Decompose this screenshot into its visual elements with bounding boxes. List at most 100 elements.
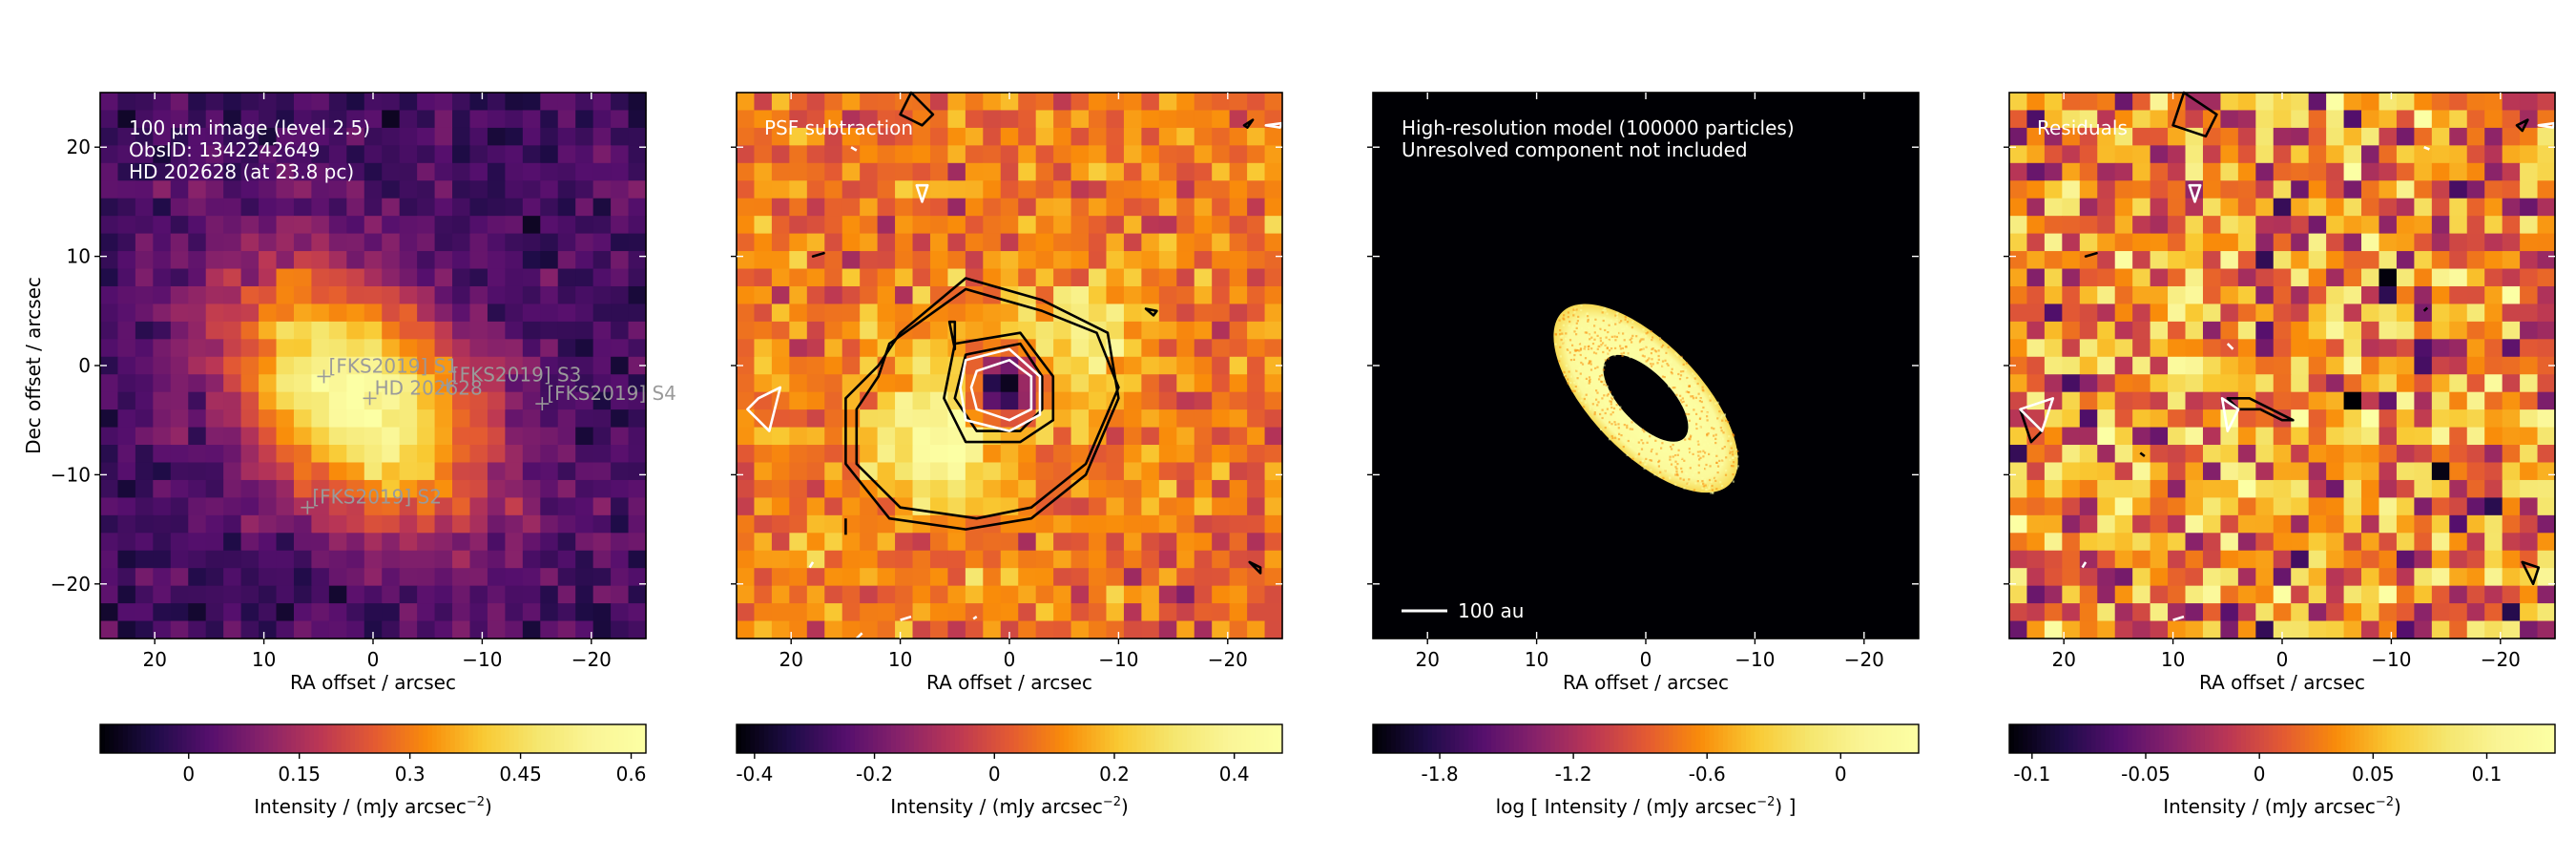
colorbar-segment <box>386 724 392 753</box>
heatmap-cell <box>117 127 136 146</box>
heatmap-cell <box>170 391 189 410</box>
heatmap-cell <box>789 321 808 340</box>
model-particle <box>1648 355 1652 358</box>
model-particle <box>1601 362 1604 365</box>
colorbar-segment <box>2077 724 2083 753</box>
model-particle <box>1722 458 1725 461</box>
colorbar-segment <box>354 724 361 753</box>
heatmap-cell <box>487 93 506 112</box>
heatmap-cell <box>1141 285 1160 305</box>
heatmap-cell <box>382 110 401 129</box>
heatmap-cell <box>789 127 808 146</box>
heatmap-cell <box>1018 180 1037 199</box>
model-particle <box>1650 446 1652 449</box>
colorbar-segment <box>2523 724 2528 753</box>
heatmap-cell <box>2044 268 2063 287</box>
heatmap-cell <box>1018 339 1037 358</box>
colorbar-segment <box>745 724 751 753</box>
heatmap-cell <box>311 479 330 498</box>
model-particle <box>1625 353 1628 356</box>
model-particle <box>1584 401 1587 404</box>
heatmap-cell <box>399 304 418 323</box>
heatmap-cell <box>223 285 242 305</box>
heatmap-cell <box>382 233 401 252</box>
heatmap-cell <box>2097 339 2116 358</box>
heatmap-cell <box>311 550 330 569</box>
heatmap-cell <box>2132 216 2151 235</box>
heatmap-cell <box>2343 374 2362 393</box>
heatmap-cell <box>276 550 295 569</box>
heatmap-cell <box>2114 568 2133 587</box>
model-particle <box>1666 363 1669 366</box>
heatmap-cell <box>2308 93 2327 112</box>
model-particle <box>1575 326 1578 329</box>
heatmap-cell <box>240 162 260 181</box>
colorbar-segment <box>1459 724 1465 753</box>
model-particle <box>1671 448 1673 450</box>
heatmap-cell <box>1141 110 1160 129</box>
heatmap-cell <box>2062 479 2081 498</box>
heatmap-cell <box>912 127 931 146</box>
colorbar-segment <box>1082 724 1088 753</box>
heatmap-cell <box>2379 550 2398 569</box>
heatmap-cell <box>1018 479 1037 498</box>
heatmap-cell <box>2150 145 2169 164</box>
colorbar-segment <box>413 724 420 753</box>
heatmap-cell <box>1264 479 1283 498</box>
colorbar-segment <box>2373 724 2379 753</box>
colorbar-segment <box>1450 724 1456 753</box>
model-particle <box>1702 450 1705 452</box>
colorbar-segment <box>1468 724 1474 753</box>
colorbar-segment <box>641 724 647 753</box>
heatmap-cell <box>2308 445 2327 464</box>
heatmap-cell <box>2079 462 2098 481</box>
heatmap-cell <box>2255 391 2275 410</box>
heatmap-cell <box>2237 93 2256 112</box>
heatmap-cell <box>860 356 879 375</box>
heatmap-cell <box>117 374 136 393</box>
model-particle <box>1567 382 1569 385</box>
heatmap-cell <box>929 356 949 375</box>
heatmap-cell <box>540 110 559 129</box>
heatmap-cell <box>824 145 843 164</box>
colorbar-segment <box>1613 724 1619 753</box>
heatmap-cell <box>2044 445 2063 464</box>
heatmap-cell <box>205 285 224 305</box>
heatmap-cell <box>947 445 966 464</box>
heatmap-cell <box>293 339 313 358</box>
heatmap-cell <box>2220 304 2239 323</box>
heatmap-cell <box>965 585 984 604</box>
heatmap-cell <box>487 285 506 305</box>
heatmap-cell <box>2202 550 2222 569</box>
heatmap-cell <box>240 427 260 446</box>
model-particle <box>1652 450 1655 453</box>
heatmap-cell <box>611 409 630 429</box>
model-particle <box>1646 345 1649 347</box>
heatmap-cell <box>522 162 541 181</box>
heatmap-cell <box>1176 180 1195 199</box>
heatmap-cell <box>1176 145 1195 164</box>
model-particle <box>1618 341 1621 344</box>
heatmap-cell <box>895 233 914 252</box>
heatmap-cell <box>895 409 914 429</box>
colorbar-segment <box>1386 724 1392 753</box>
model-particle <box>1701 487 1704 490</box>
heatmap-cell <box>346 162 365 181</box>
model-particle <box>1706 415 1709 418</box>
heatmap-cell <box>860 514 879 534</box>
heatmap-cell <box>1176 285 1195 305</box>
heatmap-cell <box>2537 462 2556 481</box>
model-particle <box>1683 459 1686 462</box>
heatmap-cell <box>1018 585 1037 604</box>
model-particle <box>1567 311 1569 314</box>
heatmap-cell <box>1018 445 1037 464</box>
heatmap-cell <box>364 514 383 534</box>
heatmap-cell <box>2449 409 2468 429</box>
model-particle <box>1693 430 1695 434</box>
colorbar-segment <box>1400 724 1405 753</box>
heatmap-cell <box>2185 514 2204 534</box>
model-particle <box>1618 432 1621 435</box>
heatmap-cell <box>754 356 773 375</box>
model-particle <box>1579 366 1582 368</box>
